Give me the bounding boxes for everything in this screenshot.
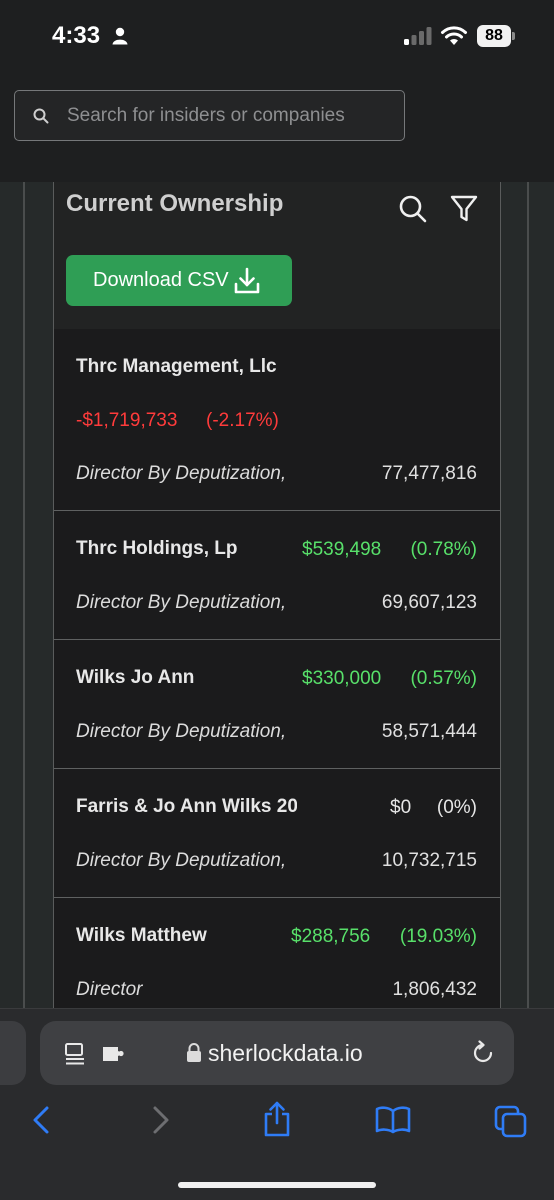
holder-shares: 77,477,816 bbox=[381, 463, 477, 484]
layout-rail-left bbox=[23, 182, 25, 1008]
holder-role: Director By Deputization, bbox=[76, 721, 287, 742]
holder-shares: 1,806,432 bbox=[392, 979, 477, 1000]
ownership-row[interactable]: Wilks Matthew $288,756 (19.03%) Director… bbox=[54, 898, 500, 1008]
share-icon[interactable] bbox=[262, 1101, 292, 1142]
panel-title: Current Ownership bbox=[66, 190, 284, 217]
holder-role: Director By Deputization, bbox=[76, 463, 287, 484]
holder-percent: (0.57%) bbox=[410, 668, 477, 689]
holder-shares: 10,732,715 bbox=[381, 850, 477, 871]
holder-name: Wilks Matthew bbox=[76, 925, 207, 946]
ownership-row[interactable]: Thrc Management, Llc -$1,719,733 (-2.17%… bbox=[54, 329, 500, 511]
battery-tip bbox=[512, 32, 515, 40]
home-indicator[interactable] bbox=[178, 1182, 376, 1188]
ownership-panel: Current Ownership Download CSV Thrc Mana… bbox=[53, 182, 501, 1008]
holder-value: $288,756 bbox=[291, 926, 371, 947]
forward-icon[interactable] bbox=[150, 1105, 172, 1140]
search-input[interactable]: Search for insiders or companies bbox=[14, 90, 405, 141]
tabs-icon[interactable] bbox=[494, 1105, 528, 1144]
holder-percent: (-2.17%) bbox=[206, 410, 279, 431]
site-header: Search for insiders or companies bbox=[0, 72, 554, 182]
holder-percent: (19.03%) bbox=[399, 926, 477, 947]
download-icon bbox=[233, 267, 261, 301]
previous-tab-preview[interactable] bbox=[0, 1021, 26, 1085]
reload-icon[interactable] bbox=[470, 1040, 496, 1071]
search-icon bbox=[33, 108, 49, 129]
holder-percent: (0.78%) bbox=[410, 539, 477, 560]
download-csv-button[interactable]: Download CSV bbox=[66, 255, 292, 306]
cellular-signal-icon bbox=[404, 26, 432, 51]
holder-role: Director By Deputization, bbox=[76, 850, 287, 871]
ownership-row[interactable]: Thrc Holdings, Lp $539,498 (0.78%) Direc… bbox=[54, 511, 500, 640]
holder-name: Farris & Jo Ann Wilks 20 bbox=[76, 796, 297, 817]
holder-shares: 69,607,123 bbox=[381, 592, 477, 613]
bookmarks-icon[interactable] bbox=[375, 1106, 411, 1139]
address-bar[interactable]: sherlockdata.io bbox=[40, 1021, 514, 1085]
status-time: 4:33 bbox=[52, 22, 101, 49]
holder-role: Director bbox=[76, 979, 143, 1000]
holder-name: Thrc Holdings, Lp bbox=[76, 538, 238, 559]
holder-name: Wilks Jo Ann bbox=[76, 667, 195, 688]
filter-icon[interactable] bbox=[450, 194, 478, 229]
status-bar: 4:33 88 bbox=[0, 0, 554, 72]
holder-value: $330,000 bbox=[302, 668, 382, 689]
lock-icon bbox=[186, 1043, 202, 1068]
ownership-row[interactable]: Wilks Jo Ann $330,000 (0.57%) Director B… bbox=[54, 640, 500, 769]
browser-toolbar: sherlockdata.io bbox=[0, 1008, 554, 1200]
wifi-icon bbox=[440, 25, 468, 51]
search-placeholder: Search for insiders or companies bbox=[67, 105, 345, 126]
reader-icon[interactable] bbox=[64, 1042, 88, 1071]
holder-role: Director By Deputization, bbox=[76, 592, 287, 613]
holder-percent: (0%) bbox=[436, 797, 477, 818]
layout-rail-right bbox=[527, 182, 529, 1008]
search-icon[interactable] bbox=[398, 194, 428, 229]
holder-name: Thrc Management, Llc bbox=[76, 356, 277, 377]
extension-icon[interactable] bbox=[102, 1045, 126, 1068]
url-text: sherlockdata.io bbox=[208, 1040, 363, 1066]
battery-icon: 88 bbox=[477, 25, 511, 47]
back-icon[interactable] bbox=[30, 1105, 52, 1140]
download-csv-label: Download CSV bbox=[93, 269, 229, 291]
ownership-row[interactable]: Farris & Jo Ann Wilks 20 $0 (0%) Directo… bbox=[54, 769, 500, 898]
holder-value: $0 bbox=[390, 797, 412, 818]
holder-shares: 58,571,444 bbox=[381, 721, 477, 742]
holder-value: $539,498 bbox=[302, 539, 382, 560]
holder-value: -$1,719,733 bbox=[76, 410, 178, 431]
person-icon bbox=[112, 27, 128, 50]
